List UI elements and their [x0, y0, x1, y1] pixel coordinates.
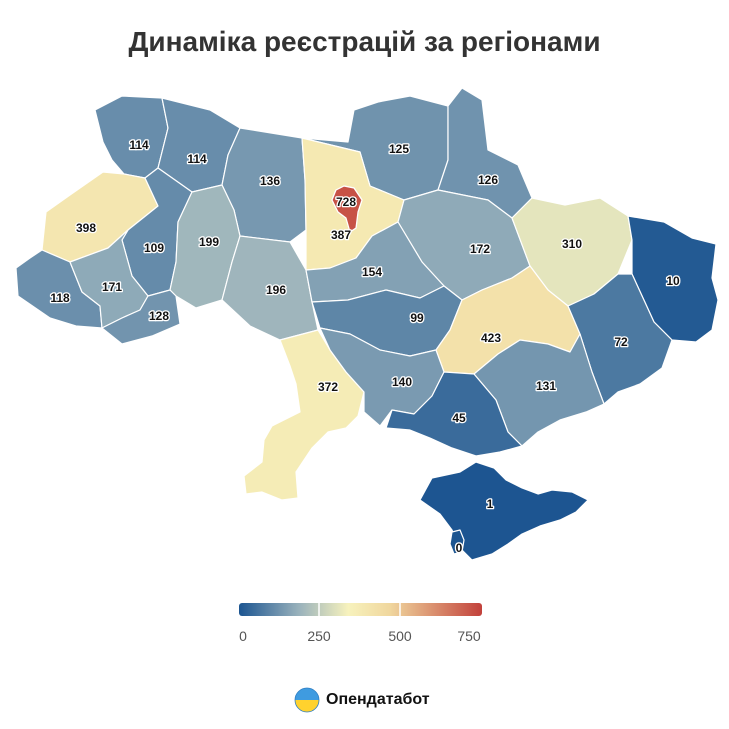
label-khmelnytskyi: 199 [199, 235, 219, 249]
label-zaporizhzhia: 131 [536, 379, 556, 393]
brand-footer: Опендатабот [294, 686, 430, 714]
label-dnipropetrovsk: 423 [481, 331, 501, 345]
legend-tick-0: 0 [239, 628, 247, 644]
label-kharkiv: 310 [562, 237, 582, 251]
label-vinnytsia: 196 [266, 283, 286, 297]
legend-tick-750: 750 [457, 628, 481, 644]
brand-name: Опендатабот [326, 691, 430, 708]
label-odesa: 372 [318, 380, 338, 394]
label-lviv: 398 [76, 221, 96, 235]
region-crimea[interactable] [419, 461, 589, 561]
region-chernivtsi[interactable] [101, 289, 181, 345]
region-labels: 114 114 136 125 126 398 109 199 728 387 … [49, 137, 681, 557]
page-title: Динаміка реєстрацій за регіонами [128, 26, 601, 57]
label-zakarpattia: 118 [50, 291, 70, 305]
label-kherson: 45 [452, 411, 466, 425]
label-ivano-frankivsk: 171 [102, 280, 122, 294]
label-luhansk: 10 [666, 274, 680, 288]
label-zhytomyr: 136 [260, 174, 280, 188]
label-sumy: 126 [478, 173, 498, 187]
region-kyiv-city[interactable] [331, 185, 363, 233]
label-poltava: 172 [470, 242, 490, 256]
label-chernihiv: 125 [389, 142, 409, 156]
label-chernivtsi: 128 [149, 309, 169, 323]
label-ternopil: 109 [144, 241, 164, 255]
label-donetsk: 72 [614, 335, 628, 349]
label-volyn: 114 [129, 138, 149, 152]
label-kyiv-oblast: 387 [331, 228, 351, 242]
region-volyn[interactable] [94, 95, 169, 179]
region-sevastopol[interactable] [449, 529, 465, 555]
region-khmelnytskyi[interactable] [169, 184, 241, 309]
opendatabot-logo-icon [294, 687, 320, 713]
label-mykolaiv: 140 [392, 375, 412, 389]
legend-tick-250: 250 [307, 628, 331, 644]
color-legend: 0 250 500 750 [239, 603, 482, 644]
regions-layer [15, 87, 719, 561]
region-kherson[interactable] [385, 371, 523, 457]
label-rivne: 114 [187, 152, 207, 166]
legend-tick-500: 500 [388, 628, 412, 644]
label-kyiv-city: 728 [336, 195, 356, 209]
legend-color-bar [239, 603, 482, 616]
label-crimea: 1 [487, 497, 494, 511]
label-kirovohrad: 99 [410, 311, 424, 325]
label-sevastopol: 0 [456, 541, 463, 555]
label-cherkasy: 154 [362, 265, 382, 279]
